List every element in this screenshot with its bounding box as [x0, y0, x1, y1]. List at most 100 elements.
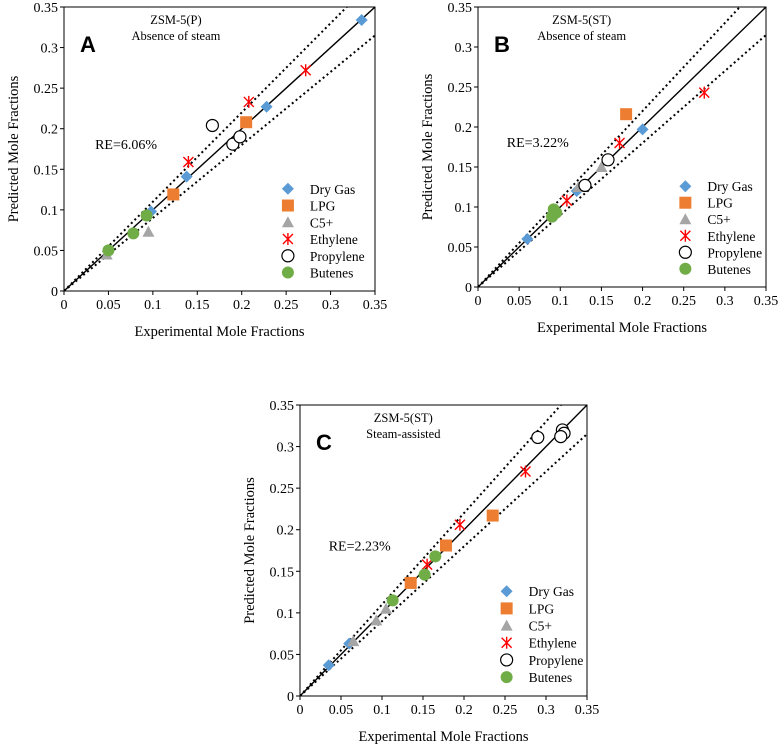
data-point-butenes	[140, 209, 153, 222]
y-tick-label: 0.15	[34, 163, 59, 178]
x-tick-label: 0.2	[233, 298, 251, 313]
legend-label-c5-: C5+	[529, 619, 552, 634]
y-tick-label: 0.25	[270, 482, 295, 497]
panel-label: C	[316, 430, 332, 455]
legend-marker-butenes	[500, 671, 513, 684]
x-tick-label: 0.25	[671, 294, 696, 309]
y-tick-label: 0.25	[448, 81, 473, 96]
legend-marker-dry-gas	[500, 585, 513, 598]
chart-panel-c: 0 0.05 0.1 0.15 0.2 0.25 0.3 0.35 0 0.05 0.1 0.15 0.…	[242, 399, 600, 745]
y-tick-label: 0.3	[41, 42, 59, 57]
legend-marker-lpg	[500, 602, 513, 615]
legend-label-ethylene: Ethylene	[529, 636, 577, 651]
x-tick-label: 0.3	[716, 294, 734, 309]
legend-marker-c5-	[281, 216, 294, 228]
x-tick-label: 0.05	[96, 298, 121, 313]
data-point-butenes	[547, 203, 560, 216]
data-point-ethylene	[300, 64, 312, 77]
legend-marker-propylene	[281, 249, 295, 263]
y-tick-label: 0.35	[34, 1, 59, 16]
legend-label-dry-gas: Dry Gas	[707, 179, 752, 194]
x-tick-label: 0	[61, 298, 68, 313]
data-point-dry-gas	[521, 233, 534, 245]
legend-marker-dry-gas	[679, 180, 692, 193]
re-label: RE=3.22%	[507, 136, 569, 151]
x-tick-label: 0.2	[455, 703, 473, 718]
x-axis-title: Experimental Mole Fractions	[359, 729, 529, 745]
legend-label-lpg: LPG	[310, 199, 336, 214]
chart-panel-a: 0 0.05 0.1 0.15 0.2 0.25 0.3 0.35 0 0.05 0.1 0.15 0.…	[6, 1, 387, 340]
data-point-butenes	[429, 550, 442, 563]
data-point-ethylene	[182, 155, 194, 168]
data-point-propylene	[205, 118, 219, 133]
y-tick-label: 0.25	[34, 82, 59, 97]
y-tick-label: 0.35	[270, 399, 295, 414]
data-point-butenes	[102, 244, 115, 257]
re-label: RE=2.23%	[329, 540, 391, 555]
legend-marker-c5-	[679, 213, 692, 225]
y-tick-label: 0.1	[277, 607, 295, 622]
y-tick-label: 0	[51, 285, 58, 300]
reference-lines	[64, 7, 375, 291]
data-point-ethylene	[520, 465, 531, 478]
plot-frame	[477, 6, 767, 288]
y-tick-label: 0	[465, 281, 472, 296]
x-tick-label: 0.25	[274, 298, 299, 313]
legend-label-propylene: Propylene	[707, 245, 762, 260]
data-point-propylene	[554, 429, 568, 444]
x-tick-label: 0.15	[411, 703, 436, 718]
data-point-propylene	[601, 153, 615, 167]
panel-title: ZSM-5(ST)	[552, 13, 611, 27]
legend-label-ethylene: Ethylene	[310, 232, 358, 247]
x-tick-label: 0.1	[552, 294, 570, 309]
plot-frame	[299, 404, 588, 697]
data-point-propylene	[233, 130, 247, 144]
x-tick-label: 0.05	[507, 294, 532, 309]
legend-marker-ethylene	[679, 229, 691, 242]
data-markers	[521, 86, 710, 245]
y-tick-label: 0.05	[270, 648, 295, 663]
data-point-ethylene	[698, 86, 710, 99]
chart-panel-b: 0 0.05 0.1 0.15 0.2 0.25 0.3 0.35 0 0.05 0.1 0.15 0.…	[420, 1, 778, 336]
x-tick-label: 0.05	[329, 703, 354, 718]
panel-label: A	[80, 32, 96, 57]
data-point-ethylene	[614, 137, 626, 149]
legend-label-propylene: Propylene	[310, 249, 365, 264]
data-point-dry-gas	[636, 123, 649, 136]
legend-marker-dry-gas	[281, 182, 294, 195]
y-tick-label: 0.3	[277, 441, 295, 456]
panel-subtitle: Absence of steam	[132, 29, 221, 43]
deviation-line	[64, 7, 349, 291]
legend-marker-ethylene	[282, 233, 294, 246]
data-point-butenes	[127, 227, 140, 240]
y-tick-label: 0.15	[448, 161, 473, 176]
legend-marker-ethylene	[501, 636, 513, 649]
data-point-propylene	[531, 430, 545, 445]
data-point-lpg	[240, 116, 253, 129]
y-tick-label: 0.05	[34, 244, 59, 259]
y-axis-title: Predicted Mole Fractions	[420, 73, 436, 220]
data-markers	[100, 13, 368, 260]
legend-label-butenes: Butenes	[310, 266, 354, 281]
data-point-lpg	[404, 576, 417, 589]
y-tick-label: 0.05	[448, 241, 473, 256]
x-axis-title: Experimental Mole Fractions	[537, 320, 707, 336]
data-point-dry-gas	[355, 13, 368, 26]
data-point-ethylene	[561, 194, 573, 207]
data-point-lpg	[167, 188, 180, 201]
data-point-c5-	[347, 635, 360, 647]
legend-marker-propylene	[500, 653, 514, 667]
panel-label: B	[494, 32, 510, 57]
legend-marker-butenes	[679, 262, 692, 275]
data-point-lpg	[620, 108, 633, 121]
deviation-line	[64, 34, 375, 291]
x-tick-label: 0.35	[575, 703, 600, 718]
data-point-ethylene	[243, 95, 255, 108]
legend-label-dry-gas: Dry Gas	[310, 182, 355, 197]
x-tick-label: 0.1	[144, 298, 162, 313]
y-axis-title: Predicted Mole Fractions	[6, 75, 22, 222]
legend-label-lpg: LPG	[529, 601, 555, 616]
